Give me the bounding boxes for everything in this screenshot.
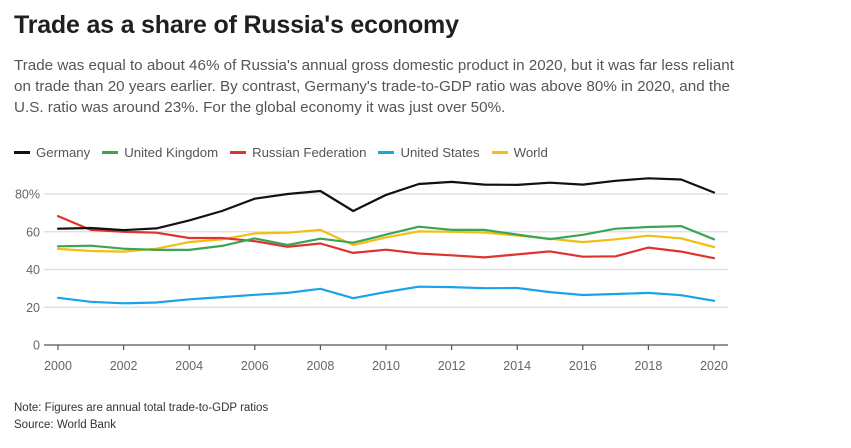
- y-tick-label: 60: [26, 225, 40, 239]
- legend-label-russian-federation: Russian Federation: [252, 145, 367, 160]
- legend-swatch-united-kingdom: [102, 151, 119, 154]
- chart-subtitle: Trade was equal to about 46% of Russia's…: [14, 57, 734, 116]
- legend-item-world: World: [491, 145, 548, 160]
- legend-swatch-world: [491, 151, 508, 154]
- y-axis: 0 20 40 60 80%: [15, 188, 40, 353]
- legend: Germany United Kingdom Russian Federatio…: [14, 145, 560, 160]
- x-tick-label: 2010: [372, 359, 400, 373]
- x-tick-label: 2000: [44, 359, 72, 373]
- legend-item-germany: Germany: [14, 145, 90, 160]
- legend-label-united-states: United States: [400, 145, 480, 160]
- x-tick-label: 2004: [175, 359, 203, 373]
- series-line-united-states: [56, 285, 716, 305]
- footnote: Note: Figures are annual total trade-to-…: [14, 400, 268, 434]
- series-line-united-kingdom: [56, 225, 716, 251]
- y-tick-label: 80%: [15, 188, 40, 202]
- x-axis: 2000 2002 2004 2006 2008 2010 2012 2014 2016 2018…: [44, 344, 728, 373]
- y-tick-label: 40: [26, 263, 40, 277]
- x-tick-label: 2008: [306, 359, 334, 373]
- legend-label-germany: Germany: [36, 145, 91, 160]
- y-tick-label: 20: [26, 301, 40, 315]
- legend-swatch-united-states: [378, 151, 395, 154]
- legend-item-russian-federation: Russian Federation: [230, 145, 366, 160]
- series-line-germany: [56, 177, 716, 232]
- legend-label-world: World: [513, 145, 548, 160]
- x-tick-label: 2014: [503, 359, 531, 373]
- legend-swatch-germany: [14, 151, 30, 154]
- legend-label-united-kingdom: United Kingdom: [124, 145, 219, 160]
- x-tick-label: 2016: [569, 359, 597, 373]
- y-tick-label: 0: [33, 339, 40, 353]
- x-tick-label: 2012: [438, 359, 466, 373]
- note-text: Note: Figures are annual total trade-to-…: [14, 402, 269, 414]
- series-lines: [56, 177, 716, 305]
- x-tick-label: 2018: [634, 359, 662, 373]
- series-line-russian-federation: [56, 215, 716, 260]
- legend-item-united-states: United States: [378, 145, 480, 160]
- series-line-world: [56, 228, 716, 253]
- legend-swatch-russian-federation: [230, 151, 247, 154]
- x-tick-label: 2002: [110, 359, 138, 373]
- chart-title: Trade as a share of Russia's economy: [14, 11, 459, 39]
- legend-item-united-kingdom: United Kingdom: [102, 145, 218, 160]
- source-text: Source: World Bank: [14, 419, 117, 431]
- x-tick-label: 2006: [241, 359, 269, 373]
- x-tick-label: 2020: [700, 359, 728, 373]
